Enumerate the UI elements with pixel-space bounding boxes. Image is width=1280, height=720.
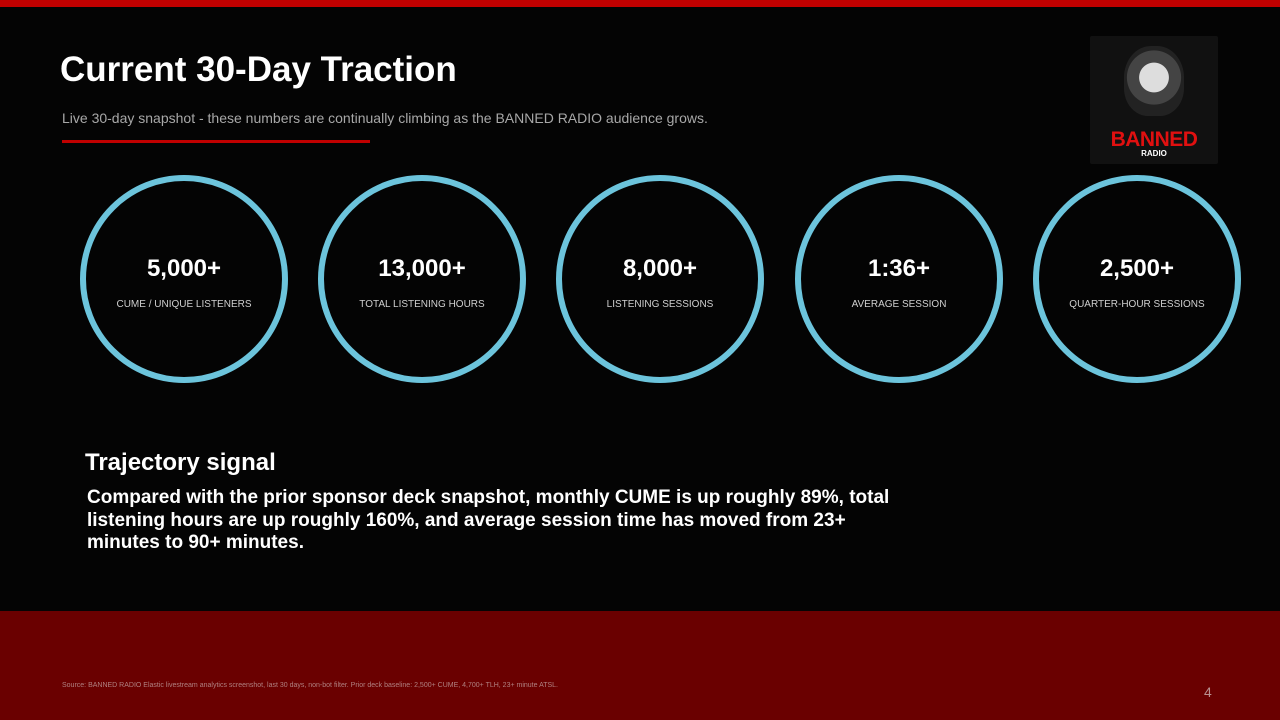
trajectory-heading: Trajectory signal (85, 449, 276, 476)
page-number: 4 (1204, 684, 1212, 700)
metric-label: AVERAGE SESSION (851, 299, 947, 310)
footer-band (0, 611, 1280, 720)
metric-circle: 1:36+ AVERAGE SESSION (795, 175, 1003, 383)
metric-value: 8,000+ (622, 255, 698, 282)
metric-label: TOTAL LISTENING HOURS (359, 299, 485, 310)
metric-value: 5,000+ (146, 255, 222, 282)
logo: BANNED RADIO (1090, 36, 1218, 164)
metric-value: 2,500+ (1099, 255, 1175, 282)
metric-label: LISTENING SESSIONS (606, 299, 714, 310)
metric-label: CUME / UNIQUE LISTENERS (116, 299, 252, 310)
logo-mascot (1124, 46, 1184, 116)
metric-circle: 2,500+ QUARTER-HOUR SESSIONS (1033, 175, 1241, 383)
logo-name: BANNED (1110, 128, 1198, 151)
metric-value: 13,000+ (378, 255, 466, 282)
metric-value: 1:36+ (867, 255, 931, 282)
metric-circle: 5,000+ CUME / UNIQUE LISTENERS (80, 175, 288, 383)
title: Current 30-Day Traction (60, 50, 457, 89)
title-underline (62, 140, 370, 143)
metric-circle: 8,000+ LISTENING SESSIONS (556, 175, 764, 383)
logo-sub: RADIO (1141, 149, 1167, 158)
subtitle: Live 30-day snapshot - these numbers are… (62, 110, 708, 126)
source-note: Source: BANNED RADIO Elastic livestream … (62, 682, 558, 689)
metric-circle: 13,000+ TOTAL LISTENING HOURS (318, 175, 526, 383)
top-bar (0, 0, 1280, 7)
trajectory-body: Compared with the prior sponsor deck sna… (87, 487, 890, 553)
metric-label: QUARTER-HOUR SESSIONS (1069, 299, 1205, 310)
